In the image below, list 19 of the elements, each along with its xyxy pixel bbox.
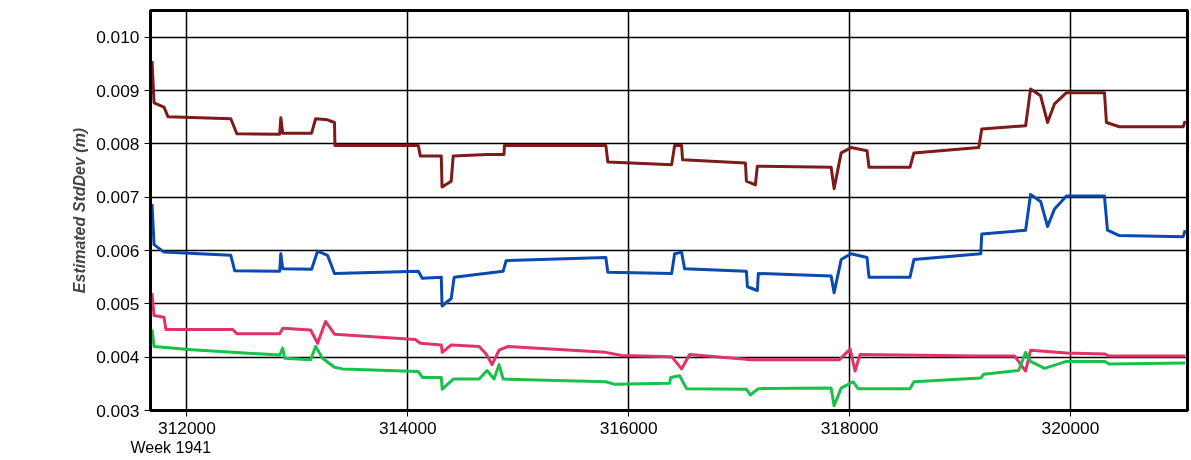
x-tick-label: 312000: [158, 417, 216, 438]
y-tick-label: 0.008: [96, 133, 140, 154]
y-tick-label: 0.004: [96, 347, 140, 368]
y-tick-label: 0.005: [96, 293, 140, 314]
y-tick-label: 0.010: [96, 27, 140, 48]
line-series: [150, 59, 1187, 191]
y-tick-label: 0.007: [96, 187, 140, 208]
x-tick-label: 316000: [599, 417, 658, 438]
line-series: [150, 327, 1187, 408]
x-tick-label: 314000: [378, 417, 437, 438]
text: Week 1941: [130, 438, 212, 456]
y-tick-label: 0.006: [96, 240, 140, 261]
y-axis-title: Estimated StdDev (m): [71, 127, 89, 294]
y-tick-label: 0.009: [96, 80, 140, 101]
line-series: [150, 291, 1187, 373]
line-series: [150, 193, 1187, 308]
x-tick-label: 318000: [820, 417, 879, 438]
x-tick-label: 320000: [1041, 417, 1100, 438]
y-tick-label: 0.003: [96, 400, 140, 421]
